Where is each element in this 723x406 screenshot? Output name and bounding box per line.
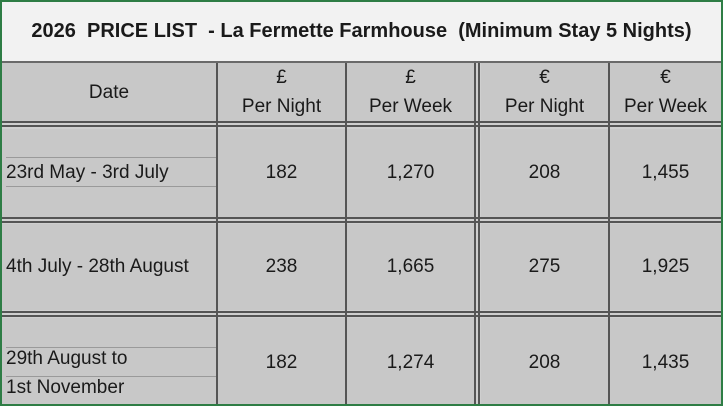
header-gbp-night: £ Per Night (218, 63, 345, 121)
table-cell: 238 (218, 224, 345, 310)
header-currency: € (539, 67, 550, 88)
table-row-date: 23rd May - 3rd July (2, 129, 216, 217)
header-eur-week: € Per Week (610, 63, 721, 121)
table-cell: 275 (481, 224, 608, 310)
row-divider (2, 121, 721, 123)
table-row-date: 29th August to 1st November (2, 318, 216, 404)
row-divider (2, 125, 721, 127)
column-divider (478, 63, 480, 404)
table-cell: 1,435 (610, 318, 721, 404)
grid-line (6, 347, 216, 348)
row-divider (2, 315, 721, 317)
header-date-label: Date (88, 81, 130, 103)
date-range-line-1: 29th August to (6, 348, 128, 369)
grid-line (6, 186, 216, 187)
table-cell: 1,925 (610, 224, 721, 310)
header-currency: £ (276, 67, 287, 88)
row-divider (2, 217, 721, 219)
date-range: 23rd May - 3rd July (6, 162, 169, 183)
table-cell: 208 (481, 318, 608, 404)
table-cell: 182 (218, 318, 345, 404)
date-range-line-2: 1st November (6, 377, 125, 398)
table-cell: 182 (218, 129, 345, 217)
date-range: 4th July - 28th August (6, 256, 189, 277)
header-unit: Per Night (241, 96, 322, 117)
table-cell: 1,455 (610, 129, 721, 217)
header-currency: € (660, 67, 671, 88)
table-cell: 208 (481, 129, 608, 217)
header-unit: Per Week (368, 96, 453, 117)
column-divider (474, 63, 476, 404)
column-divider (216, 63, 218, 404)
table-cell: 1,270 (347, 129, 474, 217)
column-divider (345, 63, 347, 404)
header-currency: £ (405, 67, 416, 88)
header-date: Date (2, 63, 216, 121)
table-cell: 1,665 (347, 224, 474, 310)
header-unit: Per Night (504, 96, 585, 117)
header-eur-night: € Per Night (481, 63, 608, 121)
grid-line (6, 376, 216, 377)
grid-line (6, 157, 216, 158)
column-divider (608, 63, 610, 404)
row-divider (2, 311, 721, 313)
page-title: 2026 PRICE LIST - La Fermette Farmhouse … (2, 2, 721, 63)
table-row-date: 4th July - 28th August (2, 224, 216, 310)
row-divider (2, 221, 721, 223)
header-gbp-week: £ Per Week (347, 63, 474, 121)
table-cell: 1,274 (347, 318, 474, 404)
header-unit: Per Week (623, 96, 708, 117)
